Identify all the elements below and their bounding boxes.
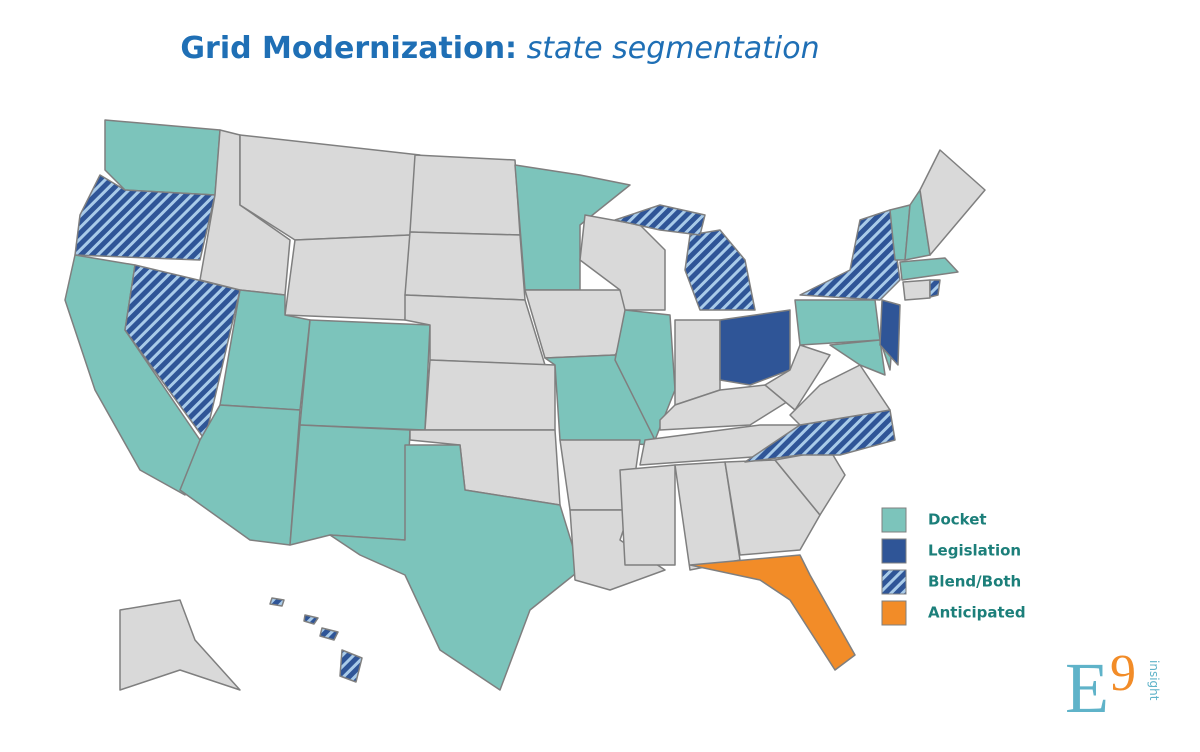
state (329, 444, 581, 691)
state (303, 614, 319, 625)
state (764, 344, 831, 411)
legend-label: Anticipated (928, 604, 1026, 622)
legend-swatch (881, 507, 907, 533)
title-main: Grid Modernization: (180, 31, 517, 66)
logo: E 9 insight (1065, 645, 1161, 728)
state (789, 364, 891, 426)
state (579, 214, 666, 311)
legend: Docket Legislation Blend/Both Anticipated (881, 507, 1026, 626)
state (614, 204, 706, 236)
state (799, 209, 901, 301)
state (794, 299, 881, 346)
state (119, 599, 241, 691)
title: Grid Modernization: state segmentation (180, 31, 819, 66)
state (179, 404, 301, 546)
title-sub: state segmentation (527, 31, 820, 66)
state (424, 359, 556, 431)
state (902, 279, 931, 301)
legend-swatch (881, 569, 907, 595)
state (284, 234, 411, 321)
state (319, 627, 339, 641)
state (104, 119, 221, 196)
legend-label: Blend/Both (928, 573, 1021, 591)
state (299, 319, 431, 431)
state (899, 257, 959, 281)
state (719, 309, 791, 386)
state (619, 464, 676, 566)
state (74, 174, 216, 261)
state (919, 149, 986, 256)
state (929, 279, 941, 298)
state (724, 459, 821, 556)
state (404, 231, 526, 301)
state (289, 424, 411, 546)
logo-tagline: insight (1147, 660, 1161, 701)
legend-swatch (881, 538, 907, 564)
state (684, 229, 756, 311)
legend-swatch (881, 600, 907, 626)
state (829, 339, 886, 376)
logo-mark: E (1065, 648, 1109, 728)
logo-number: 9 (1110, 645, 1136, 702)
state (339, 649, 363, 683)
legend-label: Docket (928, 511, 987, 529)
state (269, 597, 285, 607)
state (409, 154, 521, 236)
us-map (64, 119, 986, 691)
state (879, 299, 901, 366)
legend-label: Legislation (928, 542, 1021, 560)
state (689, 554, 856, 671)
